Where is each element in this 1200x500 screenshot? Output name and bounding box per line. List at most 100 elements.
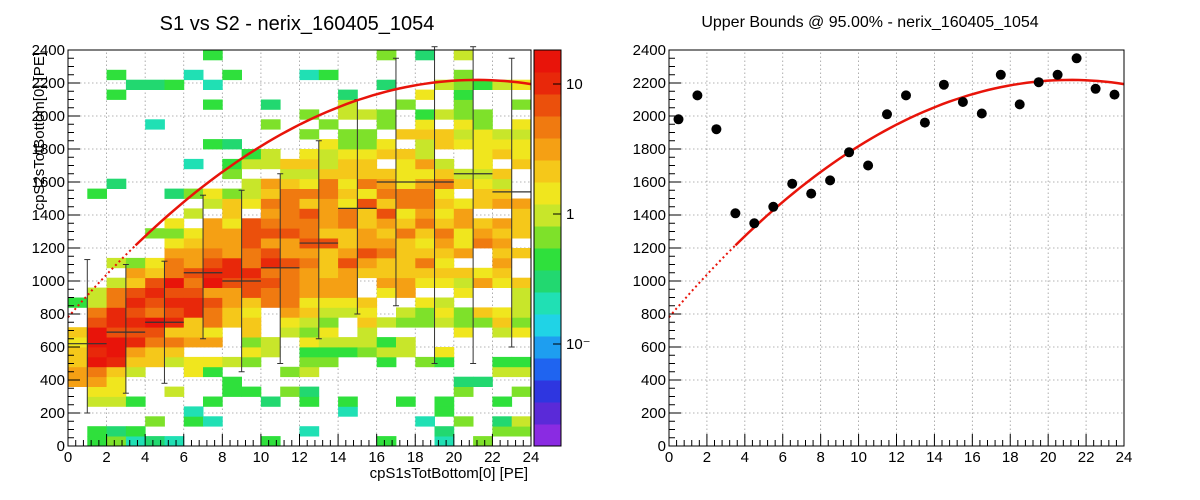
heatmap-cell <box>415 317 435 328</box>
heatmap-cell <box>357 267 378 279</box>
heatmap-cell <box>473 119 493 130</box>
colorbar-swatch <box>534 248 561 271</box>
heatmap-cell <box>125 337 146 348</box>
heatmap-cell <box>492 317 513 328</box>
y-tick-label: 800 <box>641 306 666 323</box>
heatmap-cell <box>318 208 339 219</box>
heatmap-cell <box>415 158 435 170</box>
heatmap-cell <box>280 168 300 180</box>
heatmap-cell <box>260 228 281 239</box>
y-tick-label: 2000 <box>32 108 65 125</box>
heatmap-cell <box>125 79 146 90</box>
heatmap-cell <box>473 228 493 239</box>
heatmap-cell <box>241 218 262 229</box>
heatmap-cell <box>434 188 455 199</box>
colorbar-swatch <box>534 270 561 293</box>
heatmap-cell <box>318 317 339 328</box>
heatmap-cell <box>453 386 474 397</box>
heatmap-cell <box>338 396 358 407</box>
heatmap-cell <box>318 327 339 338</box>
scatter-point <box>1014 99 1025 110</box>
heatmap-cell <box>473 139 493 150</box>
heatmap-cell <box>222 208 242 219</box>
right-gridlines <box>669 50 1124 446</box>
heatmap-cell <box>415 267 435 279</box>
heatmap-cell <box>453 69 474 81</box>
heatmap-cell <box>453 287 474 298</box>
heatmap-cell <box>318 277 339 288</box>
heatmap-cell <box>203 337 223 348</box>
heatmap-cell <box>434 168 455 180</box>
x-tick-label: 6 <box>180 449 188 466</box>
colorbar-swatch <box>534 402 561 425</box>
fit-curve-extrapolated <box>668 244 737 318</box>
heatmap-cell <box>396 99 416 110</box>
heatmap-cell <box>434 109 455 120</box>
y-tick-label: 1000 <box>633 273 666 290</box>
heatmap-cell <box>492 277 513 288</box>
heatmap-cell <box>164 347 185 358</box>
heatmap-cell <box>434 297 455 308</box>
heatmap-cell <box>473 79 493 90</box>
heatmap-cell <box>492 238 513 249</box>
heatmap-cell <box>453 376 474 387</box>
heatmap-cell <box>125 307 146 318</box>
heatmap-cell <box>260 119 281 130</box>
heatmap-cell <box>396 277 416 288</box>
heatmap-cell <box>492 139 513 150</box>
heatmap-cell <box>299 356 320 368</box>
y-tick-label: 600 <box>641 339 666 356</box>
heatmap-cell <box>222 267 242 279</box>
heatmap-cell <box>434 198 455 209</box>
heatmap-cell <box>453 99 474 110</box>
heatmap-cell <box>396 337 416 348</box>
heatmap-cell <box>222 257 242 269</box>
heatmap-cell <box>453 228 474 239</box>
heatmap-cell <box>511 366 532 378</box>
colorbar-frame <box>533 49 562 447</box>
heatmap-cell <box>164 327 185 338</box>
heatmap-cell <box>183 257 204 269</box>
heatmap-cell <box>473 376 493 387</box>
heatmap-cell <box>338 248 358 259</box>
heatmap-cell <box>357 218 378 229</box>
left-y-tick-labels: 0 200 400 600 800 1000 1200 1400 1600 1800 2000 220… <box>32 42 65 455</box>
heatmap-cell <box>260 287 281 298</box>
heatmap-cell <box>453 139 474 150</box>
left-chart: S1 vs S2 - nerix_160405_1054 0 2 4 6 8 10 12 14… <box>31 13 591 482</box>
heatmap-cell <box>376 248 397 259</box>
heatmap-cell <box>415 119 435 130</box>
heatmap-cell <box>280 317 300 328</box>
heatmap-cell <box>376 79 397 90</box>
heatmap-cell <box>376 149 397 160</box>
heatmap-cell <box>473 188 493 199</box>
heatmap-cell <box>280 218 300 229</box>
heatmap-cell <box>396 208 416 219</box>
heatmap-cell <box>241 386 262 397</box>
heatmap-cell <box>376 356 397 368</box>
heatmap-cell <box>87 317 107 328</box>
heatmap-cell <box>145 277 165 288</box>
heatmap-cell <box>222 356 242 368</box>
left-x-tick-labels: 0 2 4 6 8 10 12 14 16 18 20 22 24 <box>64 449 540 466</box>
y-tick-label: 1000 <box>32 273 65 290</box>
heatmap-cell <box>492 327 513 338</box>
heatmap-cell <box>492 79 513 90</box>
heatmap-cell <box>396 287 416 298</box>
heatmap-cell <box>222 277 242 288</box>
heatmap-cell <box>473 218 493 229</box>
heatmap-cell <box>511 129 532 140</box>
heatmap-cell <box>164 287 185 298</box>
heatmap-cell <box>434 406 455 417</box>
heatmap-cell <box>338 287 358 298</box>
heatmap-cell <box>183 287 204 298</box>
heatmap-cell <box>492 416 513 427</box>
heatmap-cell <box>415 188 435 199</box>
colorbar-swatch <box>534 138 561 161</box>
heatmap-cell <box>241 228 262 239</box>
heatmap-cell <box>453 89 474 100</box>
heatmap-cell <box>280 248 300 259</box>
scatter-point <box>938 79 949 90</box>
heatmap-cell <box>299 218 320 229</box>
heatmap-cell <box>473 109 493 120</box>
